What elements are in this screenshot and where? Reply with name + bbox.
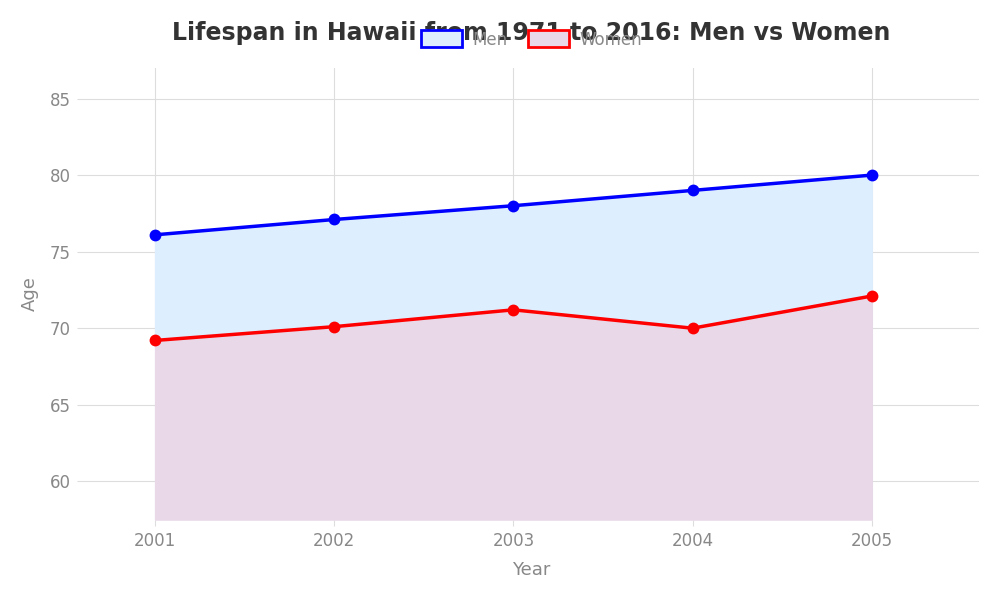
Title: Lifespan in Hawaii from 1971 to 2016: Men vs Women: Lifespan in Hawaii from 1971 to 2016: Me… xyxy=(172,21,890,45)
Y-axis label: Age: Age xyxy=(21,277,39,311)
X-axis label: Year: Year xyxy=(512,561,550,579)
Legend: Men, Women: Men, Women xyxy=(412,22,650,57)
